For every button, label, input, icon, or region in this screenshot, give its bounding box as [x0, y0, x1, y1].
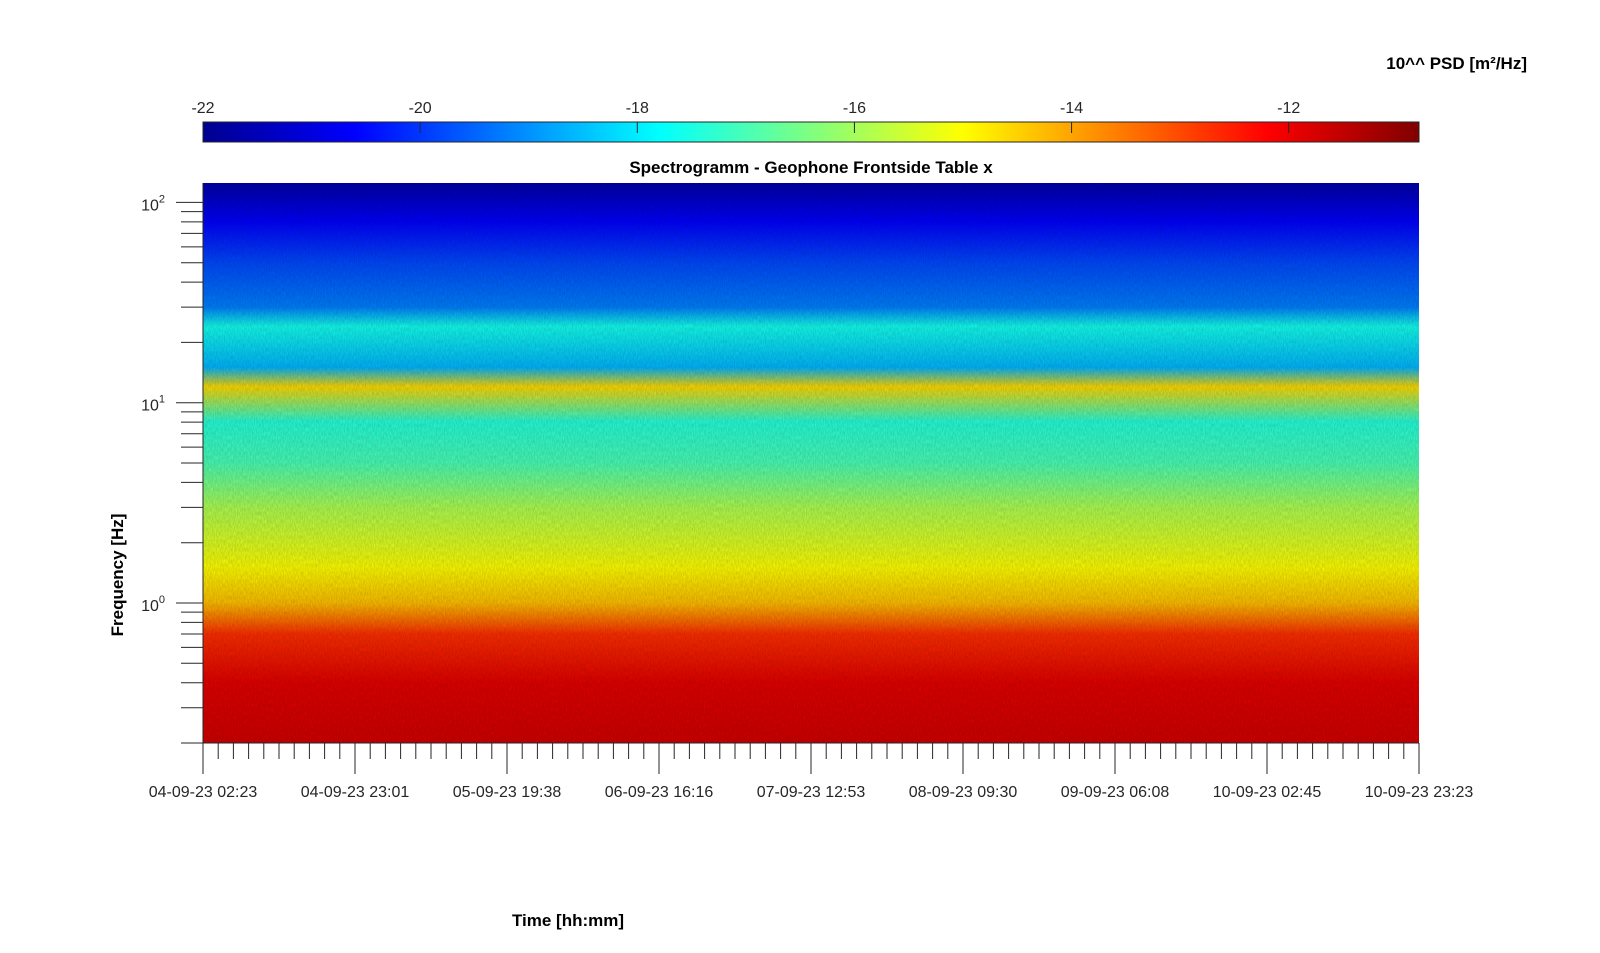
- colorbar-tick-label: -16: [843, 100, 866, 117]
- x-tick-label: 06-09-23 16:16: [605, 784, 714, 801]
- x-tick-label: 10-09-23 23:23: [1365, 784, 1474, 801]
- plot-area: [203, 183, 1419, 743]
- x-axis: 04-09-23 02:23 04-09-23 23:01 05-09-23 19:…: [149, 742, 1474, 801]
- x-tick-label: 09-09-23 06:08: [1061, 784, 1170, 801]
- x-tick-label: 04-09-23 23:01: [301, 784, 410, 801]
- colorbar: [202, 121, 1420, 143]
- x-axis-label: Time [hh:mm]: [512, 911, 624, 930]
- colorbar-tick-label: -12: [1277, 100, 1300, 117]
- y-tick-label: 100: [141, 594, 165, 615]
- colorbar-tick-label: -22: [191, 100, 214, 117]
- x-tick-label: 04-09-23 02:23: [149, 784, 258, 801]
- y-tick-label: 101: [141, 394, 165, 415]
- y-tick-label: 102: [141, 193, 165, 214]
- x-tick-label: 08-09-23 09:30: [909, 784, 1018, 801]
- spectrogram-texture: [203, 183, 1419, 743]
- colorbar-ticks: -22 -20 -18 -16 -14 -12: [191, 100, 1300, 133]
- x-tick-label: 05-09-23 19:38: [453, 784, 562, 801]
- colorbar-tick-label: -14: [1060, 100, 1083, 117]
- colorbar-tick-label: -20: [409, 100, 432, 117]
- colorbar-tick-label: -18: [626, 100, 649, 117]
- x-tick-label: 07-09-23 12:53: [757, 784, 866, 801]
- y-axis: 100 101 102: [141, 183, 204, 744]
- colorbar-label: 10^^ PSD [m²/Hz]: [1386, 54, 1527, 73]
- chart-title: Spectrogramm - Geophone Frontside Table …: [629, 158, 993, 177]
- y-axis-label: Frequency [Hz]: [108, 514, 127, 637]
- x-tick-label: 10-09-23 02:45: [1213, 784, 1322, 801]
